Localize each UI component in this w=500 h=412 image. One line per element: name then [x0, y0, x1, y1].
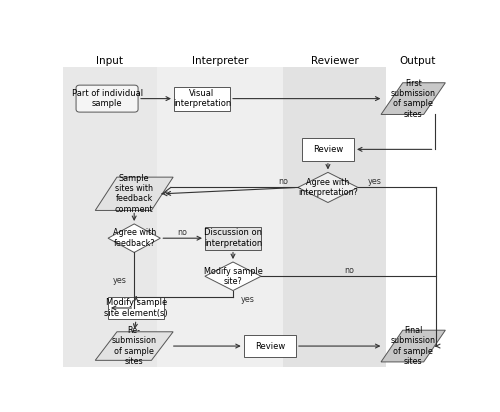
Text: Modify sample
site element(s): Modify sample site element(s)	[104, 298, 168, 318]
Text: no: no	[278, 177, 288, 186]
Text: Reviewer: Reviewer	[311, 56, 358, 66]
Text: Agree with
feedback?: Agree with feedback?	[112, 229, 156, 248]
Text: Output: Output	[400, 56, 436, 66]
Text: First
submission
of sample
sites: First submission of sample sites	[390, 79, 436, 119]
Text: Final
submission
of sample
sites: Final submission of sample sites	[390, 326, 436, 366]
Text: no: no	[344, 266, 354, 275]
Polygon shape	[205, 262, 261, 290]
Bar	[205, 227, 261, 250]
Text: yes: yes	[368, 177, 382, 186]
Text: Interpreter: Interpreter	[192, 56, 248, 66]
Polygon shape	[108, 224, 160, 253]
Text: Agree with
interpretation?: Agree with interpretation?	[298, 178, 358, 197]
Text: Part of individual
sample: Part of individual sample	[72, 89, 142, 108]
Text: Discussion on
interpretation: Discussion on interpretation	[204, 229, 262, 248]
FancyBboxPatch shape	[76, 85, 138, 112]
Bar	[158, 67, 284, 367]
Bar	[244, 335, 296, 358]
Polygon shape	[95, 332, 173, 360]
Text: yes: yes	[112, 276, 126, 285]
Text: Review: Review	[254, 342, 285, 351]
Bar	[62, 67, 158, 367]
Bar	[302, 138, 354, 161]
Bar	[284, 67, 386, 367]
Text: Visual
interpretation: Visual interpretation	[173, 89, 231, 108]
Bar	[386, 67, 450, 367]
Text: no: no	[178, 228, 188, 237]
Text: Sample
sites with
feedback
comment: Sample sites with feedback comment	[115, 174, 154, 214]
Text: yes: yes	[241, 295, 254, 304]
Text: Modify sample
site?: Modify sample site?	[204, 267, 262, 286]
Bar	[108, 297, 164, 319]
Polygon shape	[381, 330, 446, 362]
Polygon shape	[298, 172, 358, 203]
Bar	[174, 87, 230, 110]
Text: Re-
submission
of sample
sites: Re- submission of sample sites	[112, 326, 156, 366]
Text: Input: Input	[96, 56, 124, 66]
Polygon shape	[95, 177, 173, 211]
Polygon shape	[381, 83, 446, 115]
Text: Review: Review	[313, 145, 343, 154]
